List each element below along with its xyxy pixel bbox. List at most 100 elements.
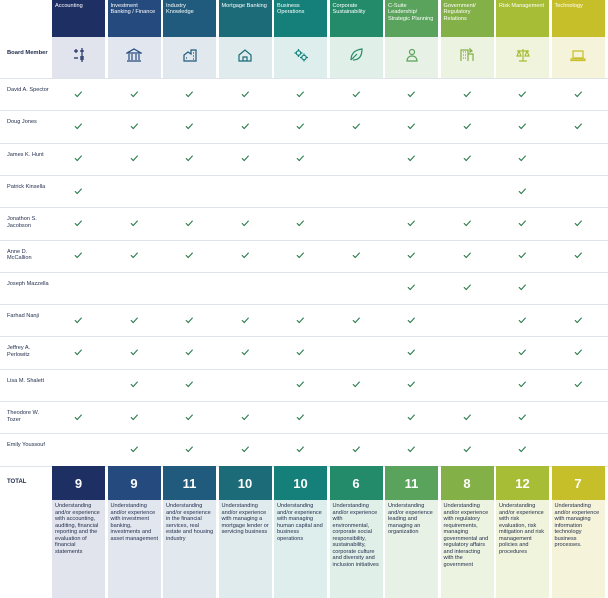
check-icon (52, 314, 105, 326)
member-name: Jonathon S. Jacobson (7, 216, 37, 229)
house-icon (237, 47, 253, 68)
check-icon (52, 217, 105, 229)
check-icon (52, 120, 105, 132)
check-icon (108, 250, 161, 262)
check-icon (219, 88, 272, 100)
check-icon (441, 153, 494, 165)
check-icon (385, 379, 438, 391)
check-icon (552, 217, 605, 229)
check-icon (274, 88, 327, 100)
skill-column: Government/ Regulatory Relations 8 Underst… (440, 0, 494, 598)
check-icon (163, 314, 216, 326)
check-icon (441, 250, 494, 262)
row-separator (0, 304, 608, 306)
check-icon (274, 153, 327, 165)
skill-description: Understanding and/or experience with acc… (52, 500, 105, 598)
board-member-label: Board Member (7, 50, 48, 56)
total-label: TOTAL (7, 479, 27, 485)
check-icon (441, 120, 494, 132)
skill-total: 6 (329, 466, 383, 500)
check-icon (385, 88, 438, 100)
skill-total: 8 (440, 466, 494, 500)
skill-description: Understanding and/or experience with reg… (440, 500, 494, 598)
check-icon (496, 443, 549, 455)
skill-header: Mortgage Banking (218, 0, 272, 37)
skill-icon-cell (274, 37, 327, 78)
skill-icon-cell (52, 37, 105, 78)
member-name: David A. Spector (7, 87, 49, 93)
check-icon (108, 120, 161, 132)
skill-header: Government/ Regulatory Relations (440, 0, 494, 37)
laptop-icon (570, 47, 586, 68)
skill-total: 9 (107, 466, 161, 500)
member-name: Lisa M. Shalett (7, 377, 44, 384)
skill-column: C-Suite Leadership/ Strategic Planning 11… (385, 0, 438, 598)
scales-icon (515, 47, 531, 68)
check-icon (385, 120, 438, 132)
member-name: Jeffrey A. Perlowitz (7, 345, 31, 358)
skill-total: 10 (274, 466, 327, 500)
member-name: Joseph Mazzella (7, 280, 49, 287)
bank-icon (124, 47, 144, 68)
skill-icon-cell (107, 37, 161, 78)
check-icon (274, 217, 327, 229)
check-icon (108, 443, 161, 455)
check-icon (385, 443, 438, 455)
skill-total: 11 (385, 466, 438, 500)
check-icon (385, 411, 438, 423)
row-separator (0, 271, 608, 273)
check-icon (330, 120, 383, 132)
member-name: James K. Hunt (7, 151, 44, 158)
check-icon (330, 443, 383, 455)
check-icon (496, 153, 549, 165)
gears-icon (293, 47, 309, 68)
check-icon (441, 88, 494, 100)
check-icon (108, 217, 161, 229)
check-icon (441, 217, 494, 229)
skill-total: 12 (496, 466, 549, 500)
check-icon (552, 314, 605, 326)
check-icon (219, 443, 272, 455)
check-icon (552, 347, 605, 359)
check-icon (219, 120, 272, 132)
check-icon (52, 88, 105, 100)
check-icon (219, 153, 272, 165)
check-icon (330, 250, 383, 262)
check-icon (163, 250, 216, 262)
check-icon (274, 347, 327, 359)
check-icon (219, 347, 272, 359)
skill-column: Mortgage Banking 10 Understanding and/or e… (218, 0, 272, 598)
skill-column: Risk Management 12 Understanding and/or ex… (496, 0, 549, 598)
row-separator (0, 142, 608, 144)
skill-total: 11 (163, 466, 216, 500)
check-icon (52, 250, 105, 262)
check-icon (496, 88, 549, 100)
row-separator (0, 368, 608, 370)
skill-icon-cell (218, 37, 272, 78)
leader-icon (404, 47, 420, 68)
skill-icon-cell (496, 37, 549, 78)
check-icon (108, 379, 161, 391)
check-icon (441, 443, 494, 455)
skill-column: Technology 7 Understanding and/or experien… (551, 0, 605, 598)
skill-description: Understanding and/or experience with man… (274, 500, 327, 598)
check-icon (385, 347, 438, 359)
check-icon (496, 217, 549, 229)
member-name: Doug Jones (7, 119, 37, 126)
check-icon (163, 88, 216, 100)
check-icon (330, 314, 383, 326)
skill-header: Industry Knowledge (163, 0, 216, 37)
check-icon (108, 347, 161, 359)
check-icon (496, 411, 549, 423)
check-icon (163, 347, 216, 359)
skill-icon-cell (385, 37, 438, 78)
check-icon (496, 120, 549, 132)
member-name: Farhad Nanji (7, 313, 40, 320)
skill-column: Business Operations 10 Understanding and/o… (274, 0, 327, 598)
skill-description: Understanding and/or experience with man… (218, 500, 272, 598)
row-separator (0, 207, 608, 209)
check-icon (385, 153, 438, 165)
skill-column: Accounting 9 Understanding and/or experien… (52, 0, 105, 598)
check-icon (330, 379, 383, 391)
member-name: Patrick Kinsella (7, 183, 46, 190)
